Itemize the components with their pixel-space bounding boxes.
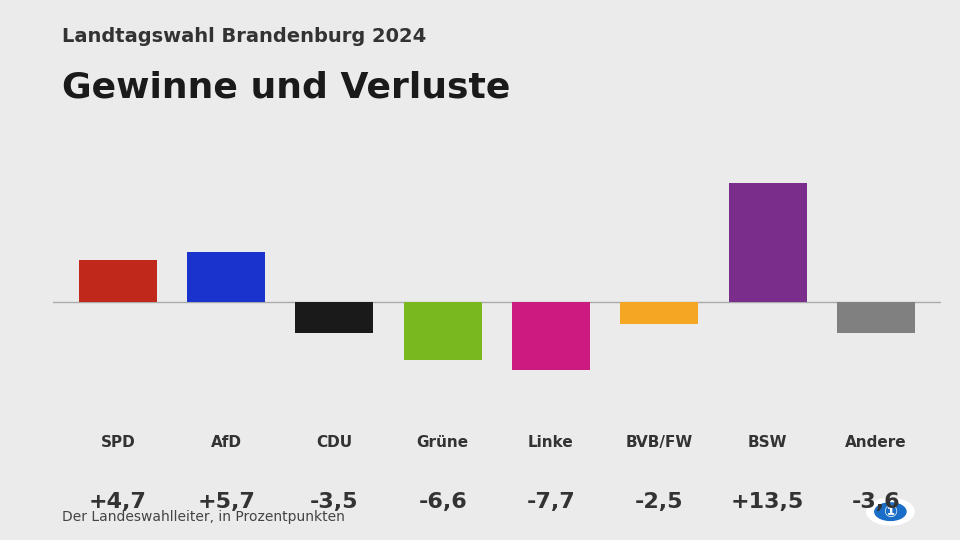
Text: Gewinne und Verluste: Gewinne und Verluste xyxy=(62,70,511,104)
Text: Linke: Linke xyxy=(528,435,574,450)
Text: -3,5: -3,5 xyxy=(310,492,359,512)
Text: +13,5: +13,5 xyxy=(731,492,804,512)
Text: -6,6: -6,6 xyxy=(419,492,467,512)
Text: SPD: SPD xyxy=(101,435,135,450)
Text: -3,6: -3,6 xyxy=(852,492,900,512)
Text: -7,7: -7,7 xyxy=(527,492,575,512)
Bar xyxy=(729,183,806,302)
Bar xyxy=(187,252,265,302)
Bar xyxy=(79,260,156,302)
Text: +5,7: +5,7 xyxy=(197,492,255,512)
Text: Der Landeswahlleiter, in Prozentpunkten: Der Landeswahlleiter, in Prozentpunkten xyxy=(62,510,346,524)
Bar xyxy=(296,302,373,333)
Text: -2,5: -2,5 xyxy=(635,492,684,512)
Text: +4,7: +4,7 xyxy=(89,492,147,512)
Text: AfD: AfD xyxy=(210,435,242,450)
Bar xyxy=(403,302,482,360)
Text: Landtagswahl Brandenburg 2024: Landtagswahl Brandenburg 2024 xyxy=(62,27,426,46)
Text: Grüne: Grüne xyxy=(417,435,468,450)
Bar xyxy=(512,302,590,369)
Circle shape xyxy=(867,498,914,525)
Text: CDU: CDU xyxy=(316,435,352,450)
Bar xyxy=(620,302,698,324)
Bar xyxy=(837,302,915,334)
Text: Andere: Andere xyxy=(845,435,906,450)
Text: BVB/FW: BVB/FW xyxy=(626,435,693,450)
Circle shape xyxy=(875,503,906,521)
Text: BSW: BSW xyxy=(748,435,787,450)
Text: ①: ① xyxy=(883,503,898,521)
